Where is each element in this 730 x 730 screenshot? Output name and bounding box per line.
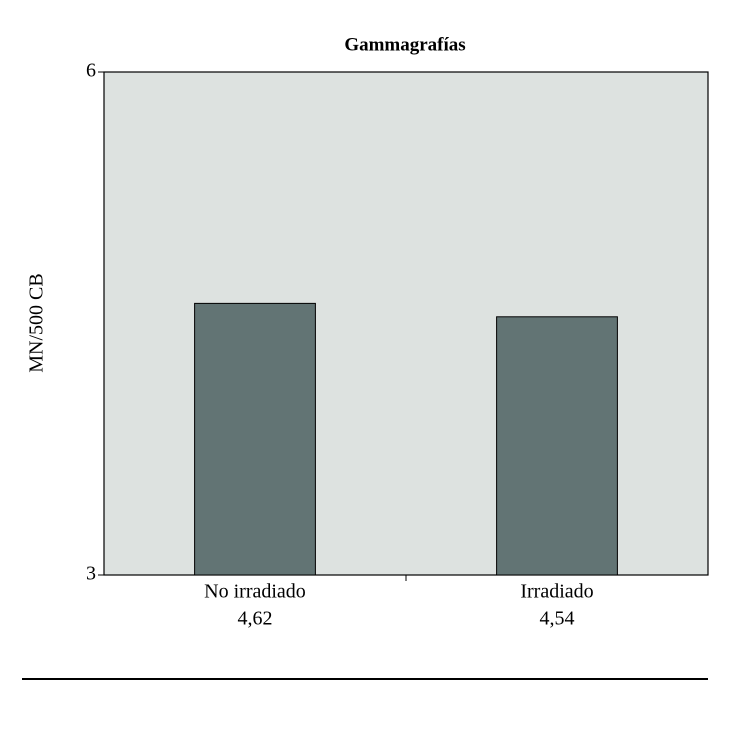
x-tick-label: Irradiado xyxy=(520,581,593,603)
bar xyxy=(496,316,618,576)
y-axis-label: MN/500 CB xyxy=(26,273,48,372)
chart-title: Gammagrafías xyxy=(344,34,465,55)
value-label: 4,54 xyxy=(540,608,575,630)
bar xyxy=(194,302,316,576)
value-label: 4,62 xyxy=(238,608,273,630)
x-tick-label: No irradiado xyxy=(204,581,306,603)
y-tick-label: 3 xyxy=(86,563,96,585)
y-tick-label: 6 xyxy=(86,60,96,82)
